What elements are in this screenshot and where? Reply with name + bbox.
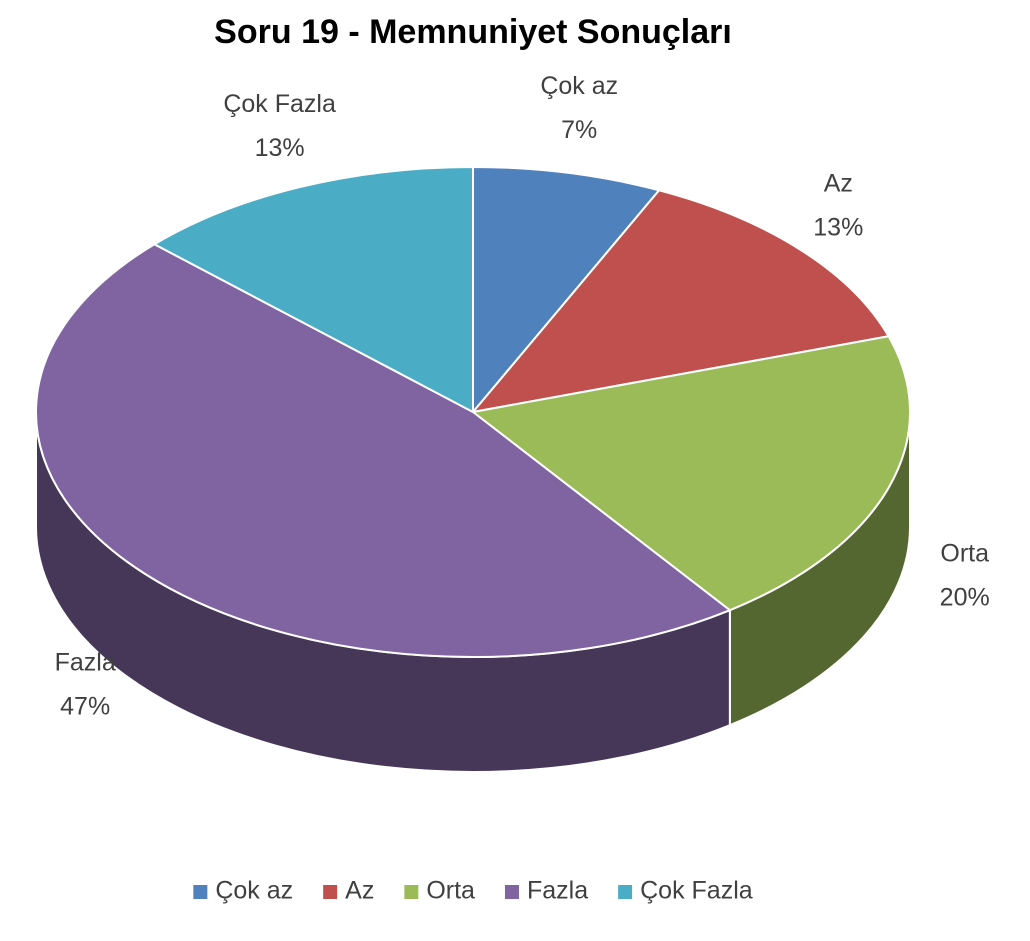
slice: [470, 335, 911, 612]
data-label-value: 20%: [940, 583, 990, 611]
data-label-value: 13%: [255, 134, 305, 162]
slice: [152, 165, 474, 414]
slice: [472, 165, 661, 415]
slice: [470, 189, 891, 414]
legend-label: Orta: [426, 877, 475, 905]
legend-label: Fazla: [527, 877, 588, 905]
data-label-value: 47%: [60, 693, 110, 721]
legend-label: Çok az: [215, 877, 293, 905]
legend-swatch: [404, 885, 419, 899]
data-label-name: Az: [824, 170, 853, 198]
data-label-value: 7%: [561, 116, 597, 144]
data-label-value: 13%: [813, 214, 863, 242]
legend-swatch: [618, 885, 633, 899]
legend-swatch: [193, 885, 208, 899]
legend-label: Çok Fazla: [640, 877, 753, 905]
data-label-name: Orta: [940, 539, 989, 567]
data-label-name: Fazla: [55, 649, 116, 677]
legend: Çok az Az Orta Fazla Çok Fazla: [193, 877, 753, 905]
slice: [35, 243, 732, 658]
data-label-name: Çok Fazla: [223, 90, 336, 118]
legend-swatch: [504, 885, 519, 899]
legend-swatch: [323, 885, 338, 899]
chart-title: Soru 19 - Memnuniyet Sonuçları: [214, 13, 732, 51]
legend-label: Az: [345, 877, 374, 905]
slice-tops: [35, 165, 911, 658]
data-label-name: Çok az: [540, 72, 618, 100]
